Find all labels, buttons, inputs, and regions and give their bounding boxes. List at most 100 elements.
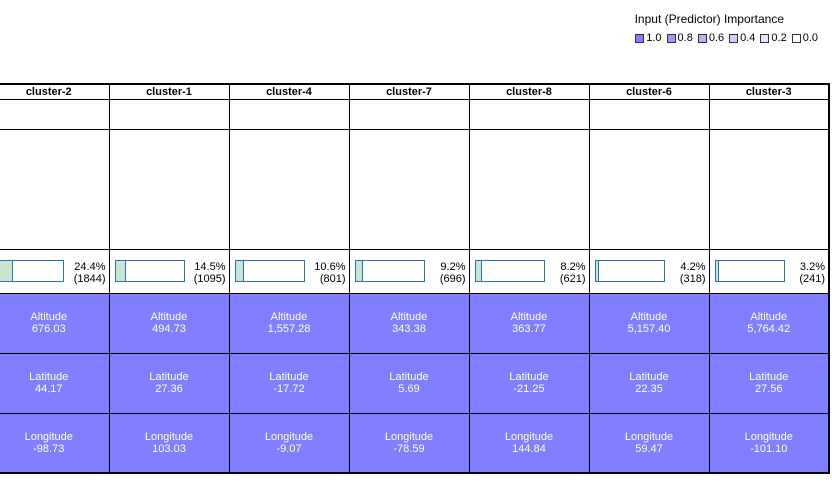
feature-cell[interactable]: Altitude 676.03 (0, 292, 110, 354)
feature-cell[interactable]: Longitude 59.47 (588, 412, 710, 474)
feature-cell[interactable]: Altitude 5,157.40 (588, 292, 710, 354)
feature-value: -78.59 (393, 442, 425, 455)
cluster-header[interactable]: cluster-3 (708, 83, 830, 100)
feature-cell[interactable]: Longitude -101.10 (708, 412, 830, 474)
legend-item: 0.2 (760, 32, 787, 44)
legend-item: 0.6 (697, 32, 725, 44)
cluster-size-percent: 9.2% (440, 260, 466, 273)
legend-label: 0.6 (708, 32, 725, 44)
cluster-header[interactable]: cluster-7 (348, 83, 470, 100)
feature-cell[interactable]: Longitude -9.07 (228, 412, 350, 474)
feature-cell[interactable]: Altitude 343.38 (348, 292, 470, 354)
empty-cell (108, 128, 230, 250)
cluster-size-percent: 24.4% (74, 260, 106, 273)
cluster-size-cell: 10.6% (801) (228, 248, 350, 294)
label-row (0, 98, 830, 130)
feature-value: 59.47 (635, 442, 663, 455)
cluster-header[interactable]: cluster-1 (108, 83, 230, 100)
feature-cell[interactable]: Latitude 27.36 (108, 352, 230, 414)
feature-cell[interactable]: Longitude 144.84 (468, 412, 590, 474)
feature-label: Latitude (509, 371, 549, 383)
cluster-size-cell: 14.5% (1095) (108, 248, 230, 294)
feature-label: Altitude (630, 311, 668, 323)
feature-cell[interactable]: Altitude 5,764.42 (708, 292, 830, 354)
feature-value: 27.36 (155, 383, 183, 395)
legend-swatch (791, 33, 801, 43)
empty-cell (228, 128, 350, 250)
feature-cell[interactable]: Altitude 363.77 (468, 292, 590, 354)
feature-row-latitude: Latitude 44.17 Latitude 27.36 Latitude -17.72… (0, 352, 830, 414)
feature-label: Longitude (144, 430, 194, 443)
feature-row-longitude: Longitude -98.73 Longitude 103.03 Longitude -… (0, 412, 830, 474)
feature-cell[interactable]: Latitude -21.25 (468, 352, 590, 414)
cluster-header[interactable]: cluster-8 (468, 83, 590, 100)
cluster-size-bar (594, 259, 665, 282)
feature-label: Altitude (750, 311, 788, 323)
feature-label: Altitude (270, 311, 308, 323)
feature-cell[interactable]: Altitude 494.73 (108, 292, 230, 354)
feature-value: -17.72 (273, 383, 305, 395)
cluster-size-bar (234, 259, 305, 282)
cluster-size-cell: 9.2% (696) (348, 248, 470, 294)
cluster-size-percent: 8.2% (560, 260, 586, 273)
empty-cell (468, 98, 590, 130)
cluster-header[interactable]: cluster-4 (228, 83, 350, 100)
feature-cell[interactable]: Latitude 5.69 (348, 352, 470, 414)
feature-cell[interactable]: Altitude 1,557.28 (228, 292, 350, 354)
feature-value: 44.17 (34, 383, 63, 395)
empty-cell (108, 98, 230, 130)
legend-items: 1.0 0.8 0.6 0.4 0.2 0.0 (598, 32, 818, 44)
feature-label: Longitude (504, 430, 554, 443)
cluster-size-fill (0, 260, 13, 281)
cluster-size-bar (0, 259, 64, 282)
legend-title: Input (Predictor) Importance (634, 12, 784, 26)
legend-item: 0.4 (729, 32, 755, 44)
feature-cell[interactable]: Longitude -78.59 (348, 412, 470, 474)
cluster-size-bar (114, 259, 185, 282)
cluster-size-bar (714, 259, 785, 282)
feature-label: Altitude (150, 311, 188, 323)
feature-value: -9.07 (276, 442, 302, 455)
empty-cell (588, 98, 710, 130)
cluster-header-row: cluster-2 cluster-1 cluster-4 cluster-7 clus… (0, 83, 830, 100)
feature-label: Latitude (749, 371, 789, 383)
cluster-size-cell: 24.4% (1844) (0, 248, 110, 294)
cluster-size-percent: 10.6% (314, 260, 346, 273)
legend-swatch (666, 33, 676, 43)
cluster-size-row: 24.4% (1844) 14.5% (1095) 10.6% (801) 9.2% (696… (0, 248, 830, 294)
cluster-size-text: 4.2% (318) (680, 261, 706, 285)
cluster-comparison-table: cluster-2 cluster-1 cluster-4 cluster-7 clus… (0, 83, 830, 474)
cluster-size-text: 8.2% (621) (560, 261, 586, 285)
feature-cell[interactable]: Longitude -98.73 (0, 412, 110, 474)
legend-label: 0.0 (802, 32, 818, 44)
legend-item: 0.8 (666, 32, 693, 44)
feature-cell[interactable]: Longitude 103.03 (108, 412, 230, 474)
feature-cell[interactable]: Latitude 27.56 (708, 352, 830, 414)
cluster-size-count: (318) (679, 272, 706, 285)
cluster-size-cell: 4.2% (318) (588, 248, 710, 294)
description-row (0, 128, 830, 250)
feature-value: 103.03 (152, 442, 186, 455)
feature-cell[interactable]: Latitude -17.72 (228, 352, 350, 414)
cluster-size-count: (801) (319, 272, 346, 285)
feature-label: Latitude (29, 371, 69, 383)
cluster-header[interactable]: cluster-6 (588, 83, 710, 100)
cluster-size-fill (355, 260, 363, 281)
cluster-header[interactable]: cluster-2 (0, 83, 110, 100)
empty-cell (468, 128, 590, 250)
feature-cell[interactable]: Latitude 22.35 (588, 352, 710, 414)
cluster-size-text: 14.5% (1095) (194, 261, 226, 285)
feature-cell[interactable]: Latitude 44.17 (0, 352, 110, 414)
feature-value: 27.56 (754, 383, 783, 395)
cluster-size-fill (235, 260, 244, 281)
cluster-size-percent: 4.2% (680, 260, 706, 273)
feature-label: Latitude (269, 371, 309, 383)
feature-label: Altitude (510, 311, 548, 323)
feature-value: -98.73 (33, 442, 65, 455)
feature-label: Longitude (24, 430, 73, 443)
feature-value: 494.73 (152, 323, 186, 335)
empty-cell (0, 128, 110, 250)
feature-value: 22.35 (635, 383, 663, 395)
cluster-size-text: 9.2% (696) (440, 261, 466, 285)
legend-swatch (697, 33, 707, 43)
